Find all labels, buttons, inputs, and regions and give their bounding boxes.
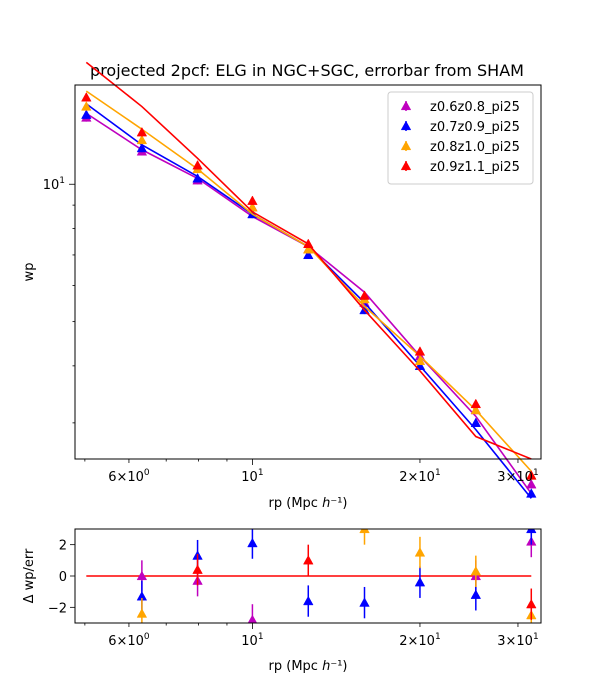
data-point <box>526 479 537 489</box>
data-point <box>192 173 203 183</box>
legend-marker <box>400 100 412 111</box>
data-point <box>81 109 92 119</box>
residual-point <box>247 537 258 548</box>
residual-point <box>470 565 482 576</box>
residual-point <box>414 547 426 557</box>
legend: z0.6z0.8_pi25 z0.7z0.9_pi25 z0.8z1.0_pi25z… <box>387 91 534 185</box>
residual-point <box>303 555 314 565</box>
residual-axes: 6×100 101 2×101 3×101 −2 0 2 <box>48 539 539 649</box>
main-panel: 6×100 101 2×101 3×101 101 rp (Mpc h⁻¹) wp z0… <box>22 61 542 511</box>
residual-point <box>526 598 537 609</box>
legend-label: z0.7z0.9_pi25 <box>430 120 520 135</box>
x-tick-label: 101 <box>241 468 263 485</box>
y-tick-label: 101 <box>43 176 65 193</box>
legend-box <box>387 91 534 185</box>
main-y-axis-label: wp <box>22 263 37 282</box>
data-point <box>414 355 426 366</box>
data-point <box>470 404 482 415</box>
x-tick-label: 6×100 <box>108 468 150 485</box>
legend-item-0: z0.6z0.8_pi25 <box>400 100 520 115</box>
data-point <box>81 101 92 111</box>
residual-panel: 6×100 101 2×101 3×101 −2 0 2 rp (Mpc h⁻¹) Δ wp… <box>22 528 542 674</box>
main-x-axis-label: rp (Mpc h⁻¹) <box>269 496 348 511</box>
data-point <box>470 398 482 409</box>
residual-x-axis-label: rp (Mpc h⁻¹) <box>269 659 348 674</box>
residual-point <box>359 529 370 534</box>
x-tick-label: 2×101 <box>399 468 440 485</box>
data-point <box>303 238 314 249</box>
data-point <box>136 142 148 153</box>
main-data-layer <box>81 61 537 499</box>
residual-point <box>136 608 148 618</box>
legend-label: z0.9z1.1_pi25 <box>430 160 520 175</box>
residual-point <box>359 597 370 607</box>
data-point <box>303 244 314 254</box>
residual-point <box>192 564 203 574</box>
legend-marker <box>400 160 412 171</box>
residual-series-1 <box>136 529 537 619</box>
residual-point <box>414 576 426 587</box>
data-point <box>470 417 482 427</box>
residual-y-axis-label: Δ wp/err <box>22 548 37 603</box>
data-point <box>192 160 203 170</box>
residual-x-tick-label: 3×101 <box>497 632 538 649</box>
main-title: projected 2pcf: ELG in NGC+SGC, errorbar… <box>90 61 524 80</box>
residual-point <box>303 595 314 606</box>
residual-y-tick-label: 0 <box>59 570 67 585</box>
residual-point <box>247 614 258 623</box>
legend-item-1: z0.7z0.9_pi25 <box>400 120 520 135</box>
main-series-3 <box>81 61 537 480</box>
residual-series-2 <box>136 529 537 623</box>
legend-label: z0.6z0.8_pi25 <box>430 100 520 115</box>
data-point <box>303 249 314 260</box>
legend-marker <box>400 120 412 131</box>
data-point <box>526 488 537 498</box>
data-point <box>414 346 426 356</box>
residual-series-3 <box>192 544 537 620</box>
residual-y-tick-label: −2 <box>48 601 67 616</box>
main-axes: 6×100 101 2×101 3×101 101 <box>43 176 539 485</box>
legend-item-3: z0.9z1.1_pi25 <box>400 160 520 175</box>
residual-clipped-layer <box>86 529 537 623</box>
data-point <box>359 290 370 300</box>
residual-y-tick-label: 2 <box>59 539 67 554</box>
residual-point <box>526 529 537 534</box>
residual-x-tick-label: 2×101 <box>399 632 440 649</box>
residual-data-layer <box>86 529 537 623</box>
data-point <box>136 126 148 137</box>
residual-x-tick-label: 6×100 <box>108 632 150 649</box>
legend-label: z0.8z1.0_pi25 <box>430 140 520 155</box>
data-point <box>526 470 537 480</box>
x-tick-label: 3×101 <box>497 468 538 485</box>
data-point <box>247 195 258 205</box>
legend-item-2: z0.8z1.0_pi25 <box>400 140 520 155</box>
legend-marker <box>400 140 412 151</box>
data-point <box>81 92 92 102</box>
residual-point <box>470 589 482 599</box>
main-plot-frame <box>74 84 542 460</box>
residual-point <box>136 570 148 581</box>
residual-x-tick-label: 101 <box>241 632 263 649</box>
data-point <box>136 134 148 145</box>
